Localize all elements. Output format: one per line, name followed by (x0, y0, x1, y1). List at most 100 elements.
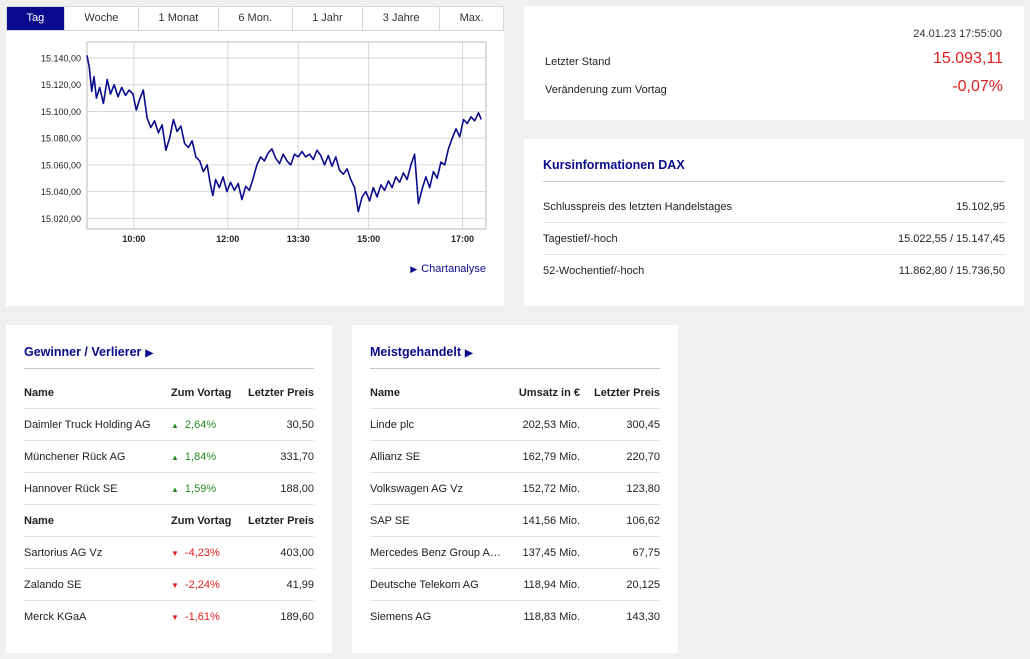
stock-change: ▼ -1,61% (171, 611, 220, 623)
col-name: Name (24, 387, 54, 399)
stock-name[interactable]: Münchener Rück AG (24, 451, 126, 463)
kursinfo-title: Kursinformationen DAX (543, 158, 685, 172)
table-header: Name Umsatz in € Letzter Preis (370, 377, 660, 409)
col-price: Letzter Preis (247, 515, 314, 527)
stock-name[interactable]: Volkswagen AG Vz (370, 483, 463, 495)
table-row[interactable]: Daimler Truck Holding AG ▲ 2,64% 30,50 (24, 409, 314, 441)
info-row-close: Schlusspreis des letzten Handelstages 15… (543, 191, 1005, 223)
chart-panel: Tag Woche 1 Monat 6 Mon. 1 Jahr 3 Jahre … (6, 6, 504, 306)
table-row[interactable]: Hannover Rück SE ▲ 1,59% 188,00 (24, 473, 314, 505)
stock-price: 300,45 (626, 419, 660, 431)
x-tick-label: 17:00 (451, 234, 474, 244)
y-tick-label: 15.120,00 (41, 80, 81, 90)
table-header: Name Zum Vortag Letzter Preis (24, 377, 314, 409)
table-row[interactable]: Merck KGaA ▼ -1,61% 189,60 (24, 601, 314, 633)
stock-name[interactable]: Linde plc (370, 419, 415, 431)
stock-price: 123,80 (626, 483, 660, 495)
stock-change: ▲ 2,64% (171, 419, 216, 431)
stock-volume: 118,94 Mio. (523, 579, 580, 591)
dax-price-line (86, 55, 483, 213)
table-row[interactable]: Sartorius AG Vz ▼ -4,23% 403,00 (24, 537, 314, 569)
col-change: Zum Vortag (171, 515, 232, 527)
stock-name[interactable]: Allianz SE (370, 451, 421, 463)
stock-volume: 202,53 Mio. (522, 419, 580, 431)
change-row: Veränderung zum Vortag -0,07% (545, 78, 1003, 104)
y-tick-label: 15.020,00 (41, 214, 81, 224)
tab-tag[interactable]: Tag (7, 7, 65, 30)
triangle-up-icon: ▲ (171, 421, 179, 430)
stock-price: 41,99 (286, 579, 314, 591)
most-traded-table: Name Umsatz in € Letzter Preis Linde plc… (370, 377, 660, 633)
period-tabs: Tag Woche 1 Monat 6 Mon. 1 Jahr 3 Jahre … (6, 6, 504, 31)
stock-volume: 152,72 Mio. (522, 483, 580, 495)
col-volume: Umsatz in € (518, 387, 580, 399)
table-row[interactable]: Siemens AG 118,83 Mio. 143,30 (370, 601, 660, 633)
most-traded-link[interactable]: Meistgehandelt ▶ (370, 345, 473, 359)
stock-name[interactable]: SAP SE (370, 515, 410, 527)
stock-price: 189,60 (280, 611, 314, 623)
play-icon: ▶ (410, 264, 418, 274)
x-tick-label: 13:30 (287, 234, 310, 244)
stock-change: ▲ 1,59% (171, 483, 216, 495)
x-tick-label: 15:00 (357, 234, 380, 244)
triangle-down-icon: ▼ (171, 549, 179, 558)
stock-change: ▲ 1,84% (171, 451, 216, 463)
chartanalyse-label: Chartanalyse (421, 263, 486, 275)
x-tick-label: 12:00 (216, 234, 239, 244)
tab-max[interactable]: Max. (459, 12, 484, 24)
tab-1-monat[interactable]: 1 Monat (139, 7, 219, 30)
last-price-row: Letzter Stand 15.093,11 (545, 50, 1003, 76)
tab-woche[interactable]: Woche (65, 7, 139, 30)
most-traded-panel: Meistgehandelt ▶ Name Umsatz in € Letzter… (352, 325, 678, 653)
stock-price: 67,75 (632, 547, 660, 559)
info-value: 15.022,55 / 15.147,45 (897, 233, 1005, 245)
y-tick-label: 15.080,00 (41, 134, 81, 144)
stock-name[interactable]: Siemens AG (370, 611, 432, 623)
info-label: Schlusspreis des letzten Handelstages (543, 201, 732, 213)
change-value: 1,59% (184, 483, 217, 495)
stock-volume: 118,83 Mio. (523, 611, 580, 623)
gainers-losers-table: Name Zum Vortag Letzter Preis Daimler Tr… (24, 377, 314, 633)
tab-3-jahre[interactable]: 3 Jahre (363, 7, 441, 30)
stock-name[interactable]: Deutsche Telekom AG (370, 579, 479, 591)
tab-1-jahr[interactable]: 1 Jahr (293, 7, 364, 30)
stock-volume: 137,45 Mio. (522, 547, 580, 559)
table-row[interactable]: Zalando SE ▼ -2,24% 41,99 (24, 569, 314, 601)
triangle-down-icon: ▼ (171, 613, 179, 622)
table-row[interactable]: Volkswagen AG Vz 152,72 Mio. 123,80 (370, 473, 660, 505)
stock-name[interactable]: Sartorius AG Vz (24, 547, 103, 559)
kursinfo-panel: Kursinformationen DAX Schlusspreis des l… (524, 139, 1024, 306)
stock-price: 106,62 (626, 515, 660, 527)
stock-change: ▼ -4,23% (171, 547, 220, 559)
change-value: -1,61% (184, 611, 220, 623)
divider (24, 368, 314, 369)
change-label: Veränderung zum Vortag (545, 84, 667, 96)
chartanalyse-link[interactable]: ▶ Chartanalyse (410, 263, 486, 275)
stock-price: 331,70 (280, 451, 314, 463)
gainers-losers-link[interactable]: Gewinner / Verlierer ▶ (24, 345, 153, 359)
table-header: Name Zum Vortag Letzter Preis (24, 505, 314, 537)
info-value: 15.102,95 (956, 201, 1005, 213)
stock-volume: 141,56 Mio. (522, 515, 580, 527)
change-value: -0,07% (952, 78, 1003, 95)
table-row[interactable]: Allianz SE 162,79 Mio. 220,70 (370, 441, 660, 473)
stock-name[interactable]: Zalando SE (24, 579, 82, 591)
tab-6-mon[interactable]: 6 Mon. (219, 7, 293, 30)
gainers-losers-panel: Gewinner / Verlierer ▶ Name Zum Vortag Le… (6, 325, 332, 653)
table-row[interactable]: Münchener Rück AG ▲ 1,84% 331,70 (24, 441, 314, 473)
table-row[interactable]: SAP SE 141,56 Mio. 106,62 (370, 505, 660, 537)
table-row[interactable]: Mercedes Benz Group AG... 137,45 Mio. 67… (370, 537, 660, 569)
table-row[interactable]: Linde plc 202,53 Mio. 300,45 (370, 409, 660, 441)
y-tick-label: 15.060,00 (41, 160, 81, 170)
stock-volume: 162,79 Mio. (522, 451, 580, 463)
quote-timestamp: 24.01.23 17:55:00 (913, 28, 1002, 40)
stock-name[interactable]: Hannover Rück SE (24, 483, 118, 495)
stock-name[interactable]: Merck KGaA (24, 611, 87, 623)
last-price-label: Letzter Stand (545, 56, 611, 68)
last-price-value: 15.093,11 (933, 50, 1003, 67)
stock-name[interactable]: Mercedes Benz Group AG... (370, 547, 505, 559)
table-row[interactable]: Deutsche Telekom AG 118,94 Mio. 20,125 (370, 569, 660, 601)
price-chart[interactable]: 15.020,00 15.040,00 15.060,00 15.080,00 15.1… (6, 31, 504, 253)
stock-price: 220,70 (626, 451, 660, 463)
stock-name[interactable]: Daimler Truck Holding AG (24, 419, 151, 431)
